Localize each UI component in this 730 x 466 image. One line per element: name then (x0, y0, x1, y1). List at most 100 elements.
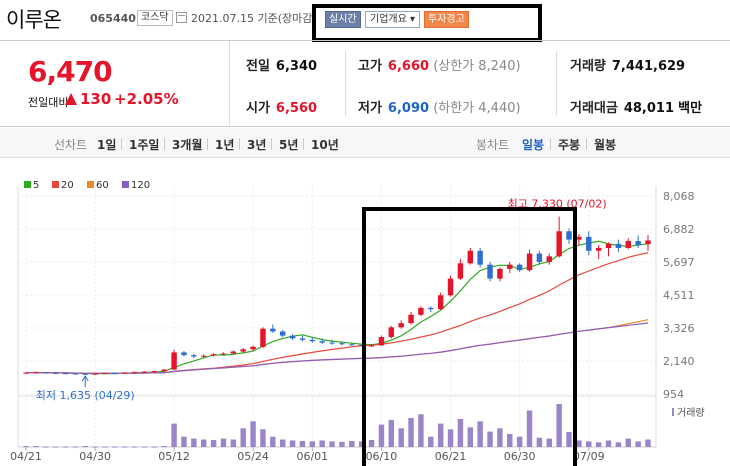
volume-bar (112, 446, 118, 448)
tab-candle-chart[interactable]: 봉차트 (476, 138, 510, 152)
realtime-button[interactable]: 실시간 (325, 11, 361, 28)
divider (586, 138, 587, 150)
tab-1w[interactable]: 1주일 (129, 138, 160, 152)
volume-bar (625, 438, 631, 447)
tab-line-chart[interactable]: 선차트 (54, 138, 88, 152)
divider (556, 51, 557, 116)
candle-body (191, 355, 197, 357)
volume-bar (52, 446, 59, 448)
divider (271, 138, 272, 150)
candle-body (635, 241, 641, 246)
tab-daily[interactable]: 일봉 (522, 138, 545, 152)
volume-bar (556, 404, 562, 447)
volume-bar (210, 439, 217, 447)
candle-body (408, 314, 414, 324)
up-arrow-icon (65, 93, 77, 105)
candle-body (398, 323, 404, 328)
candle-body (536, 253, 543, 262)
low-annotation: 최저 1,635 (04/29) (36, 389, 135, 402)
high-price: 고가 6,660 (상한가 8,240) (358, 59, 521, 74)
volume-bar (240, 428, 246, 447)
volume-bar (131, 446, 138, 448)
price-panel: 6,470 전일대비 130 +2.05% 전일 6,340 시가 6,560 고가… (0, 40, 730, 127)
diff-rate: +2.05% (114, 90, 179, 108)
volume-bar (230, 439, 237, 447)
tab-1y[interactable]: 1년 (215, 138, 235, 152)
candle-body (23, 372, 29, 374)
volume-bar (191, 438, 197, 447)
volume-bar (309, 441, 316, 447)
volume-legend-swatch (672, 408, 674, 416)
volume-bar (398, 428, 404, 447)
volume-bar (428, 436, 434, 447)
candle-body (92, 373, 98, 375)
period-tabs: 선차트 1일 1주일 3개월 1년 3년 5년 10년 봉차트 일봉 주봉 월봉 (0, 128, 730, 158)
stock-code: 065440 (90, 12, 136, 25)
candle-body (43, 372, 49, 374)
volume-bar (33, 446, 39, 448)
y-tick-label: 2,140 (663, 355, 695, 368)
divider (239, 138, 240, 150)
ma-line-120 (25, 322, 649, 374)
volume-bar (487, 431, 493, 447)
x-tick-label: 07/09 (573, 450, 605, 463)
y-tick-label: 4,511 (663, 289, 695, 302)
tab-monthly[interactable]: 월봉 (594, 138, 617, 152)
volume-bar (299, 440, 306, 447)
tab-1d[interactable]: 1일 (97, 138, 117, 152)
volume-bar (122, 446, 128, 448)
candle-body (240, 349, 246, 352)
tab-3m[interactable]: 3개월 (172, 138, 203, 152)
low-arrow-head (81, 375, 89, 382)
candle-body (309, 339, 316, 342)
candle-body (645, 240, 651, 245)
volume-bar (457, 418, 464, 447)
volume-bar (329, 441, 335, 447)
candle-body (329, 342, 335, 344)
x-tick-label: 05/12 (158, 450, 190, 463)
candle-body (388, 327, 395, 338)
divider (345, 51, 346, 116)
candle-body (526, 253, 533, 271)
stock-name: 이루온 (6, 8, 62, 32)
candle-body (82, 373, 88, 375)
volume-bar (200, 439, 207, 447)
volume-bar (447, 429, 454, 447)
volume-bar (151, 446, 158, 448)
legend-swatch (24, 181, 31, 188)
candle-body (210, 354, 217, 356)
volume-bar (358, 441, 365, 447)
legend-label: 120 (131, 180, 150, 191)
y-tick-label: 3,326 (663, 322, 695, 335)
candle-body (112, 372, 118, 374)
divider (207, 138, 208, 150)
x-tick-label: 04/21 (10, 450, 42, 463)
volume-bar (102, 446, 108, 448)
candle-body (131, 372, 138, 374)
candle-body (556, 231, 562, 257)
volume-bar (388, 419, 395, 447)
investment-warning-badge[interactable]: 투자경고 (424, 11, 469, 28)
x-tick-label: 06/21 (435, 450, 467, 463)
volume-bar (507, 433, 513, 447)
candle-body (161, 369, 167, 372)
candle-body (299, 338, 306, 340)
volume-bar (586, 441, 592, 447)
tab-5y[interactable]: 5년 (279, 138, 299, 152)
volume-bar (576, 440, 582, 447)
y-tick-label: 6,882 (663, 223, 695, 236)
volume-bar (250, 421, 256, 447)
volume-bar (408, 418, 414, 447)
tab-weekly[interactable]: 주봉 (558, 138, 581, 152)
tab-3y[interactable]: 3년 (247, 138, 267, 152)
divider (164, 138, 165, 150)
tab-10y[interactable]: 10년 (311, 138, 339, 152)
candle-body (358, 344, 365, 346)
divider (550, 138, 551, 150)
volume-bar (516, 436, 523, 447)
company-overview-dropdown[interactable]: 기업개요 ▾ (365, 11, 420, 28)
diff-label: 전일대비 (28, 96, 69, 109)
candle-body (52, 372, 59, 374)
candle-body (507, 264, 513, 269)
candle-body (566, 231, 572, 240)
